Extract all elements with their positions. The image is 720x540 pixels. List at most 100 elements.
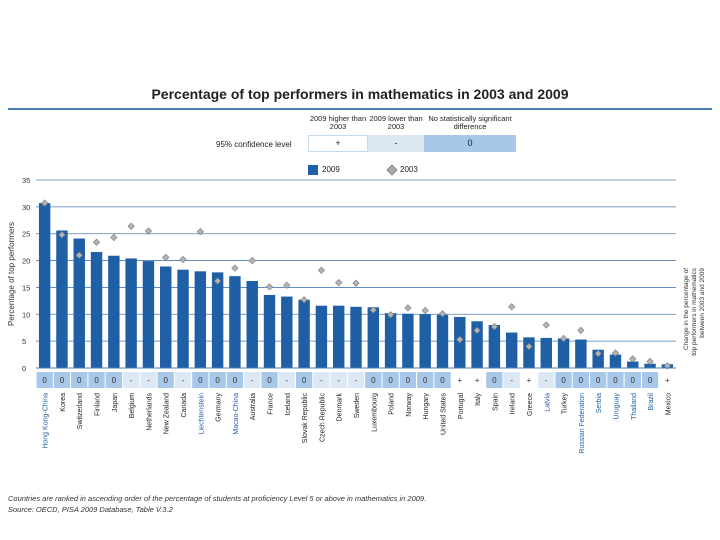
significance-symbol: -	[251, 376, 254, 385]
significance-symbol: 0	[440, 376, 445, 385]
marker-2003	[162, 253, 170, 261]
marker-2003	[421, 306, 429, 315]
bar-2009	[592, 349, 604, 368]
marker-2003	[58, 231, 66, 239]
significance-cell	[503, 372, 520, 388]
significance-symbol: -	[355, 376, 358, 385]
right-axis-label: Change in the percentage of	[683, 268, 690, 350]
significance-symbol: 0	[561, 376, 566, 385]
significance-symbol: 0	[302, 376, 307, 385]
marker-2003	[594, 349, 602, 358]
marker-2003	[404, 304, 412, 312]
significance-symbol: 0	[112, 376, 117, 385]
legend-header-higher: 2009 higher than 2003	[309, 114, 367, 131]
bar-2009	[523, 337, 535, 368]
legend-symbol-lower: -	[394, 138, 398, 148]
significance-symbol: 0	[215, 376, 220, 385]
significance-cell	[347, 372, 365, 388]
bar-2009	[160, 266, 172, 368]
bar-2009	[211, 272, 224, 368]
marker-2003	[490, 323, 499, 331]
significance-cell	[659, 372, 676, 388]
marker-2003	[629, 355, 637, 363]
significance-cell	[399, 372, 417, 388]
y-tick-label: 10	[22, 310, 30, 319]
marker-2003	[265, 283, 274, 291]
legend-symbol-higher: +	[335, 138, 341, 148]
x-tick-label: Slovak Republic	[302, 393, 309, 444]
bar-2009	[540, 337, 552, 368]
bar-2009	[229, 276, 241, 368]
significance-cell	[295, 372, 313, 388]
x-tick-label: Thailand	[631, 393, 638, 420]
legend-2009-label: 2009	[322, 165, 340, 174]
marker-2003	[352, 279, 360, 287]
y-tick-label: 30	[22, 203, 30, 212]
significance-symbol: 0	[371, 376, 376, 385]
bar-2009	[350, 306, 362, 368]
significance-symbol: -	[147, 376, 150, 385]
x-tick-label: Spain	[492, 393, 499, 411]
significance-symbol: +	[475, 376, 480, 385]
x-tick-label: Japan	[112, 393, 119, 412]
significance-cell	[122, 372, 140, 388]
x-tick-label: Germany	[216, 393, 223, 422]
y-axis-label: Percentage of top performers	[7, 222, 16, 326]
x-tick-label: Korea	[60, 393, 67, 412]
significance-cell	[486, 372, 503, 388]
x-tick-label: Latvia	[544, 393, 551, 412]
significance-cell	[641, 372, 659, 388]
significance-symbol: +	[665, 376, 670, 385]
bar-2009	[73, 238, 85, 368]
significance-cell	[157, 372, 174, 388]
significance-cell	[261, 372, 278, 388]
marker-2003	[75, 251, 83, 259]
marker-2003	[663, 362, 671, 370]
x-tick-label: Sweden	[354, 393, 361, 418]
bar-2009	[194, 271, 207, 368]
bar-2009	[177, 269, 189, 368]
x-tick-label: Hong Kong-China	[43, 393, 50, 449]
significance-symbol: 0	[423, 376, 428, 385]
legend-2003-diamond-icon	[386, 164, 398, 176]
x-tick-label: Poland	[389, 393, 396, 415]
x-tick-label: Ireland	[510, 393, 517, 415]
significance-cell	[468, 372, 486, 388]
y-tick-label: 25	[22, 230, 30, 239]
significance-symbol: -	[285, 376, 288, 385]
significance-cell	[624, 372, 641, 388]
y-tick-label: 0	[22, 364, 26, 373]
marker-2003	[127, 222, 135, 230]
marker-2003	[92, 238, 101, 246]
significance-cell	[590, 372, 607, 388]
marker-2003	[611, 349, 620, 357]
x-tick-label: Italy	[475, 393, 482, 406]
significance-symbol: -	[545, 376, 548, 385]
marker-2003	[525, 342, 533, 351]
bar-2009	[142, 261, 155, 368]
marker-2003	[41, 199, 49, 207]
marker-2003	[386, 311, 395, 319]
x-tick-label: Denmark	[337, 393, 344, 422]
significance-symbol: 0	[42, 376, 47, 385]
significance-cell	[244, 372, 261, 388]
bar-2009	[419, 314, 431, 368]
chart-title: Percentage of top performers in mathemat…	[151, 86, 569, 102]
significance-cell	[105, 372, 122, 388]
significance-cell	[451, 372, 468, 388]
significance-cell	[192, 372, 209, 388]
marker-2003	[438, 310, 447, 318]
y-tick-label: 35	[22, 176, 30, 185]
bar-2009	[575, 339, 587, 368]
footnote-ranking: Countries are ranked in ascending order …	[8, 494, 427, 503]
x-tick-label: Iceland	[285, 393, 292, 416]
legend-swatch-higher	[308, 135, 368, 152]
bar-2009	[471, 321, 483, 368]
x-tick-label: Hungary	[423, 393, 430, 420]
bar-2009	[332, 305, 345, 368]
right-axis-label: top performers in mathematics	[691, 267, 698, 356]
significance-symbol: 0	[406, 376, 411, 385]
y-tick-label: 20	[22, 257, 30, 266]
significance-cell	[36, 372, 53, 388]
legend-header-lower: 2009 lower than 2003	[369, 114, 423, 131]
